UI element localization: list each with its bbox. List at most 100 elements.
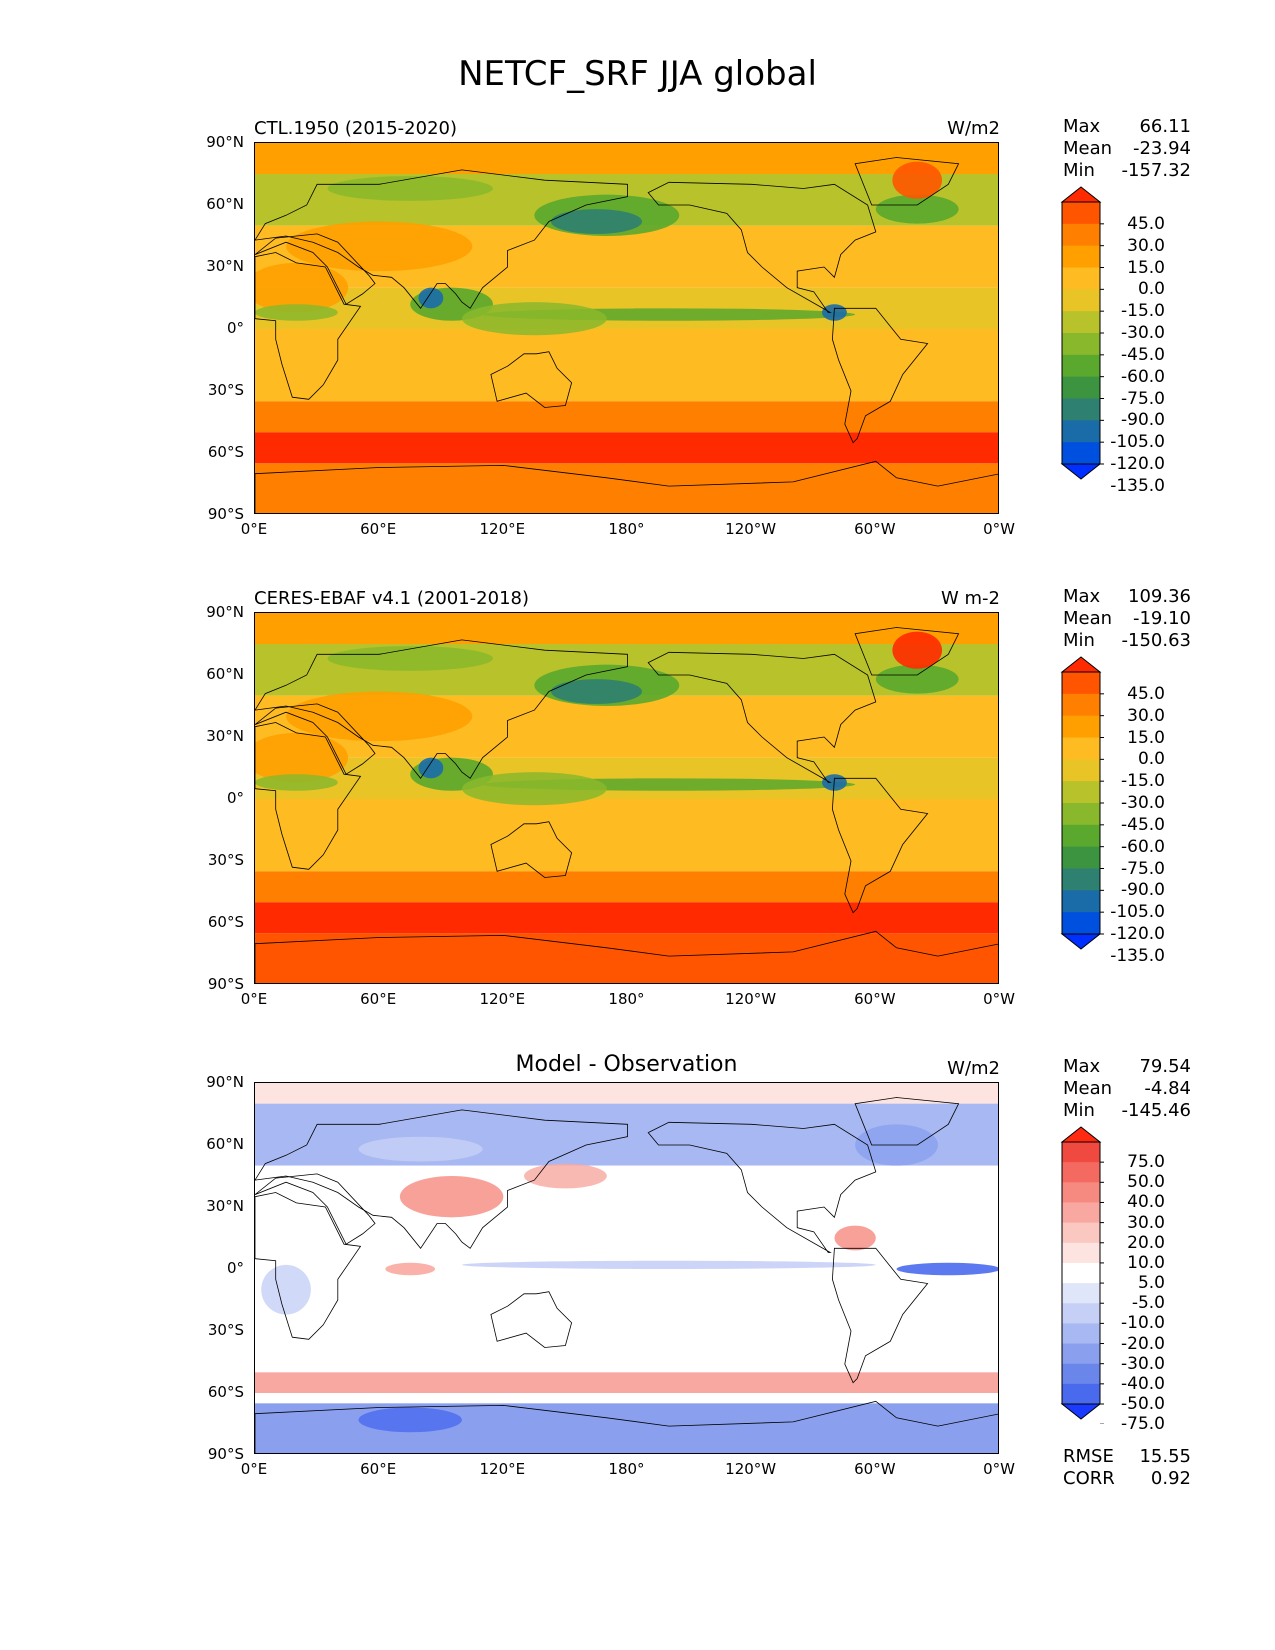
map-field bbox=[255, 613, 998, 983]
error-stat-row: RMSE 15.55 bbox=[1063, 1446, 1191, 1468]
colorbar-level-label: -135.0 bbox=[1110, 945, 1165, 966]
colorbar-segment bbox=[1062, 1142, 1100, 1163]
lat-tick-label: 90°S bbox=[207, 505, 244, 523]
colorbar-level-label: 15.0 bbox=[1127, 257, 1165, 278]
field-feature bbox=[875, 194, 959, 224]
stat-row: Min -157.32 bbox=[1063, 160, 1191, 182]
colorbar-frame bbox=[1061, 1141, 1101, 1405]
stat-value: -150.63 bbox=[1121, 630, 1191, 651]
colorbar: 75.0 50.0 40.0 30.0 20.0 10.0 5.0 -5.0 -10.0 -20.… bbox=[1060, 1126, 1200, 1434]
units-label: W/m2 bbox=[947, 1058, 1000, 1079]
stat-value: 15.55 bbox=[1139, 1446, 1191, 1467]
lon-tick-label: 60°W bbox=[854, 1460, 896, 1478]
stat-value: -19.10 bbox=[1132, 608, 1191, 629]
field-feature bbox=[896, 1262, 998, 1276]
field-feature bbox=[255, 774, 338, 791]
colorbar-segment bbox=[1062, 846, 1100, 869]
stat-row: Mean -23.94 bbox=[1063, 138, 1191, 160]
colorbar-level-label: -120.0 bbox=[1110, 454, 1165, 474]
lat-tick-label: 0° bbox=[226, 789, 244, 807]
stat-row: Mean -19.10 bbox=[1063, 608, 1191, 630]
panel-title: CERES-EBAF v4.1 (2001-2018) bbox=[254, 588, 530, 609]
lon-tick-label: 60°W bbox=[854, 520, 896, 538]
units-label: W m-2 bbox=[940, 588, 1000, 609]
lat-tick-label: 0° bbox=[226, 319, 244, 337]
colorbar-level-label: 0.0 bbox=[1137, 749, 1165, 770]
lat-tick-label: 90°N bbox=[206, 603, 244, 621]
field-feature bbox=[399, 1176, 504, 1218]
field-band bbox=[255, 1238, 998, 1373]
field-feature bbox=[327, 646, 493, 671]
colorbar-segment bbox=[1062, 1283, 1100, 1304]
field-band bbox=[255, 871, 998, 903]
field-feature bbox=[327, 176, 493, 201]
coastline bbox=[255, 169, 628, 309]
colorbar-segment bbox=[1062, 223, 1100, 247]
colorbar-segment bbox=[1062, 245, 1100, 268]
colorbar-segment bbox=[1062, 737, 1100, 760]
lon-tick-label: 0°W bbox=[983, 1460, 1015, 1478]
colorbar-level-label: -45.0 bbox=[1121, 814, 1165, 835]
colorbar-level-label: 50.0 bbox=[1127, 1172, 1165, 1193]
colorbar-level-label: 0.0 bbox=[1137, 279, 1165, 300]
lat-tick-label: 30°N bbox=[206, 1197, 244, 1215]
stat-label: CORR bbox=[1063, 1468, 1115, 1489]
field-feature bbox=[261, 1264, 311, 1315]
colorbar-segment bbox=[1062, 333, 1100, 356]
coastline bbox=[647, 651, 877, 783]
lat-tick-label: 60°S bbox=[207, 1383, 244, 1401]
colorbar-segment bbox=[1062, 354, 1100, 378]
stat-value: 66.11 bbox=[1139, 116, 1191, 137]
coastline bbox=[854, 1097, 960, 1146]
lat-tick-label: 60°N bbox=[206, 1135, 244, 1153]
stat-row: Mean -4.84 bbox=[1063, 1078, 1191, 1100]
field-feature bbox=[418, 287, 444, 309]
lat-tick-label: 90°S bbox=[207, 975, 244, 993]
colorbar-level-label: 40.0 bbox=[1127, 1192, 1165, 1213]
field-feature bbox=[286, 221, 473, 272]
field-feature bbox=[875, 664, 959, 694]
stat-label: Min bbox=[1063, 160, 1095, 181]
stat-label: Min bbox=[1063, 630, 1095, 651]
lat-tick-label: 30°N bbox=[206, 727, 244, 745]
stat-label: Max bbox=[1063, 116, 1101, 137]
stat-label: RMSE bbox=[1063, 1446, 1114, 1467]
colorbar-level-label: -135.0 bbox=[1110, 475, 1165, 496]
field-band bbox=[255, 143, 998, 174]
lon-tick-label: 0°W bbox=[983, 520, 1015, 538]
lon-tick-label: 120°E bbox=[479, 1460, 526, 1478]
colorbar-segment bbox=[1062, 311, 1100, 334]
lon-tick-label: 120°E bbox=[479, 520, 526, 538]
colorbar-level-label: -5.0 bbox=[1131, 1293, 1165, 1314]
colorbar-segment bbox=[1062, 803, 1100, 826]
colorbar-level-label: -20.0 bbox=[1121, 1333, 1165, 1354]
field-feature bbox=[461, 302, 607, 336]
coastline bbox=[255, 722, 362, 870]
lon-tick-label: 0°E bbox=[240, 990, 268, 1008]
colorbar-extend-max bbox=[1060, 656, 1102, 673]
field-feature bbox=[461, 1260, 876, 1269]
field-feature bbox=[255, 304, 338, 321]
stats-box: Max 66.11 Mean -23.94 Min -157.32 bbox=[1063, 116, 1191, 182]
colorbar: 45.0 30.0 15.0 0.0 -15.0 -30.0 -45.0 -60.0 -75.0… bbox=[1060, 656, 1200, 966]
lon-tick-label: 60°E bbox=[360, 1460, 397, 1478]
coastline bbox=[647, 181, 877, 313]
colorbar-level-label: -90.0 bbox=[1121, 880, 1165, 901]
colorbar-level-label: -10.0 bbox=[1121, 1313, 1165, 1334]
colorbar-segment bbox=[1062, 1182, 1100, 1203]
colorbar-segment bbox=[1062, 890, 1100, 913]
colorbar-level-label: 45.0 bbox=[1127, 683, 1165, 704]
colorbar-level-label: -15.0 bbox=[1121, 301, 1165, 322]
colorbar-segment bbox=[1062, 1363, 1100, 1385]
colorbar-segment bbox=[1062, 672, 1100, 695]
colorbar-segment bbox=[1062, 442, 1100, 465]
coastline bbox=[255, 639, 628, 779]
colorbar-level-label: 75.0 bbox=[1127, 1152, 1165, 1173]
lat-tick-label: 60°N bbox=[206, 665, 244, 683]
stat-value: -4.84 bbox=[1144, 1078, 1191, 1099]
colorbar-level-label: -30.0 bbox=[1121, 1353, 1165, 1374]
lon-tick-label: 0°E bbox=[240, 520, 268, 538]
coastline bbox=[831, 1247, 929, 1384]
colorbar-segment bbox=[1062, 912, 1100, 935]
colorbar-segment bbox=[1062, 1162, 1100, 1183]
